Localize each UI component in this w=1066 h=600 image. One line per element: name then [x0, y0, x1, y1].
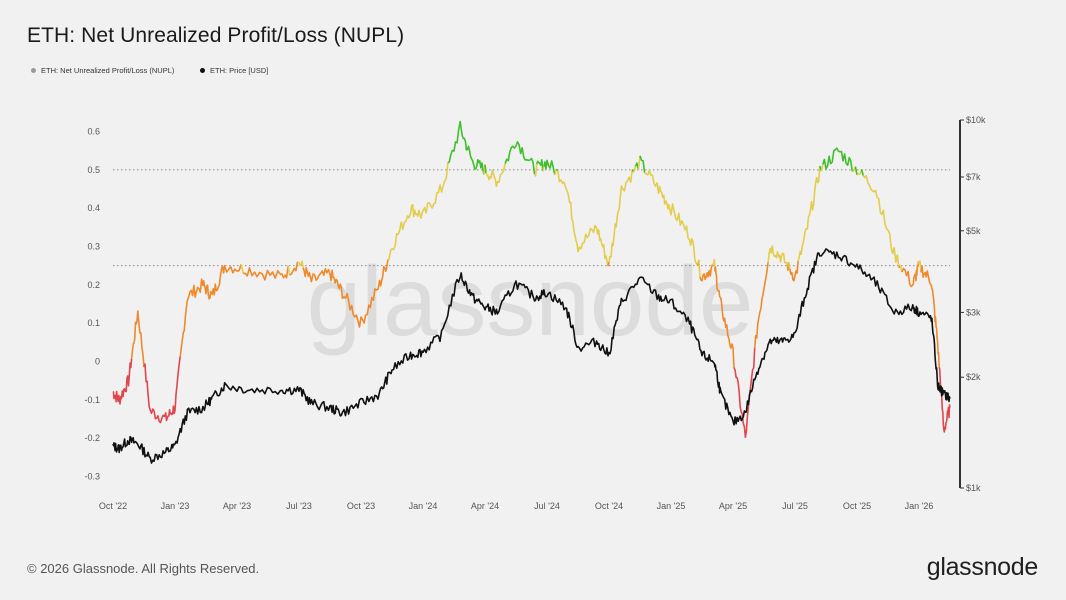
- copyright-footer: © 2026 Glassnode. All Rights Reserved.: [27, 561, 260, 576]
- nupl-line-segment-26: [633, 165, 637, 173]
- left-axis-tick-5: 0.1: [87, 318, 100, 328]
- right-axis-tick-4: $2k: [966, 372, 981, 382]
- nupl-line-segment-24: [608, 169, 634, 263]
- nupl-line-segment-33: [699, 264, 714, 282]
- legend-item-nupl[interactable]: ETH: Net Unrealized Profit/Loss (NUPL): [31, 66, 174, 75]
- right-axis-tick-3: $3k: [966, 307, 981, 317]
- left-axis-tick-0: 0.6: [87, 127, 100, 137]
- nupl-line-segment-57: [920, 265, 940, 368]
- x-axis-tick-6: Apr '24: [471, 501, 499, 511]
- x-axis-tick-13: Jan '26: [905, 501, 934, 511]
- nupl-line-segment-45: [822, 147, 854, 172]
- nupl-line-segment-15: [504, 141, 536, 175]
- right-axis-tick-0: $10k: [966, 115, 986, 125]
- nupl-line-segment-1: [130, 310, 145, 368]
- nupl-line-segment-7: [289, 261, 299, 276]
- nupl-line-segment-40: [788, 261, 791, 269]
- left-axis-tick-6: 0: [95, 357, 100, 367]
- nupl-line-segment-42: [797, 165, 821, 262]
- x-axis-tick-9: Jan '25: [657, 501, 686, 511]
- x-axis-tick-2: Apr '23: [223, 501, 251, 511]
- nupl-line-segment-49: [860, 169, 864, 176]
- nupl-line-segment-8: [297, 260, 304, 268]
- nupl-line-segment-21: [555, 168, 559, 172]
- x-axis-tick-12: Oct '25: [843, 501, 871, 511]
- left-axis-tick-8: -0.2: [84, 433, 100, 443]
- nupl-line-segment-38: [767, 245, 789, 271]
- left-axis-tick-2: 0.4: [87, 203, 100, 213]
- watermark-text: glassnode: [307, 246, 754, 356]
- nupl-line-segment-17: [535, 159, 544, 172]
- nupl-line-segment-53: [901, 264, 919, 288]
- x-axis-tick-7: Jul '24: [534, 501, 560, 511]
- x-axis-tick-1: Jan '23: [161, 501, 190, 511]
- x-axis-tick-10: Apr '25: [719, 501, 747, 511]
- axes: 0.6 0.5 0.4 0.3 0.2 0.1 0 -0.1 -0.2 -0.3 $10k $7k $5…: [84, 115, 986, 511]
- price-line: [112, 248, 951, 464]
- legend-dot-nupl: [31, 68, 36, 73]
- brand-logo: glassnode: [926, 553, 1039, 581]
- nupl-line-segment-32: [698, 259, 701, 277]
- nupl-line-segment-3: [179, 264, 242, 357]
- nupl-line-segment-41: [789, 260, 799, 282]
- nupl-line-segment-56: [917, 260, 922, 273]
- left-axis-tick-7: -0.1: [84, 395, 100, 405]
- nupl-line-segment-47: [854, 166, 858, 176]
- nupl-line-segment-2: [143, 356, 181, 424]
- nupl-line-segment-13: [484, 164, 487, 173]
- right-axis-tick-5: $1k: [966, 483, 981, 493]
- legend-label-nupl: ETH: Net Unrealized Profit/Loss (NUPL): [41, 66, 175, 75]
- x-axis-tick-4: Oct '23: [347, 501, 375, 511]
- nupl-line-segment-11: [447, 120, 485, 175]
- nupl-line-segment-10: [387, 162, 449, 261]
- x-axis-tick-11: Jul '25: [782, 501, 808, 511]
- legend-dot-price: [200, 68, 205, 73]
- nupl-line-segment-9: [302, 259, 389, 328]
- chart-title: ETH: Net Unrealized Profit/Loss (NUPL): [27, 24, 405, 47]
- x-axis-tick-0: Oct '22: [99, 501, 127, 511]
- x-axis-tick-8: Oct '24: [595, 501, 623, 511]
- left-axis-tick-1: 0.5: [87, 165, 100, 175]
- nupl-line-segment-19: [543, 159, 556, 176]
- nupl-line-segment-34: [711, 258, 716, 272]
- price-series: [112, 248, 951, 464]
- nupl-series: [112, 120, 951, 439]
- nupl-line-segment-44: [820, 164, 824, 172]
- nupl-line-segment-5: [243, 265, 289, 281]
- nupl-line-segment-16: [533, 163, 538, 177]
- nupl-line-segment-20: [554, 169, 558, 176]
- right-axis-tick-2: $5k: [966, 226, 981, 236]
- x-axis-tick-5: Jan '24: [409, 501, 438, 511]
- nupl-line-segment-22: [557, 170, 609, 267]
- right-axis-tick-1: $7k: [966, 172, 981, 182]
- nupl-line-segment-28: [637, 155, 641, 171]
- nupl-line-segment-48: [856, 168, 863, 176]
- left-axis-tick-3: 0.3: [87, 242, 100, 252]
- nupl-line-segment-37: [753, 262, 769, 349]
- nupl-line-segment-4: [240, 264, 244, 274]
- nupl-line-segment-14: [485, 163, 506, 188]
- nupl-line-segment-6: [287, 265, 291, 276]
- nupl-line-segment-0: [112, 358, 133, 405]
- nupl-line-segment-23: [607, 261, 610, 267]
- left-axis-tick-9: -0.3: [84, 472, 100, 482]
- nupl-line-segment-36: [733, 348, 756, 439]
- left-axis-tick-4: 0.2: [87, 280, 100, 290]
- x-axis-tick-3: Jul '23: [286, 501, 312, 511]
- nupl-line-segment-50: [862, 175, 900, 268]
- legend-item-price[interactable]: ETH: Price [USD]: [200, 66, 268, 75]
- nupl-line-segment-35: [714, 266, 735, 368]
- nupl-line-segment-29: [639, 155, 646, 173]
- legend-label-price: ETH: Price [USD]: [210, 66, 269, 75]
- nupl-line-segment-30: [644, 169, 699, 267]
- nupl-line-segment-18: [542, 166, 545, 172]
